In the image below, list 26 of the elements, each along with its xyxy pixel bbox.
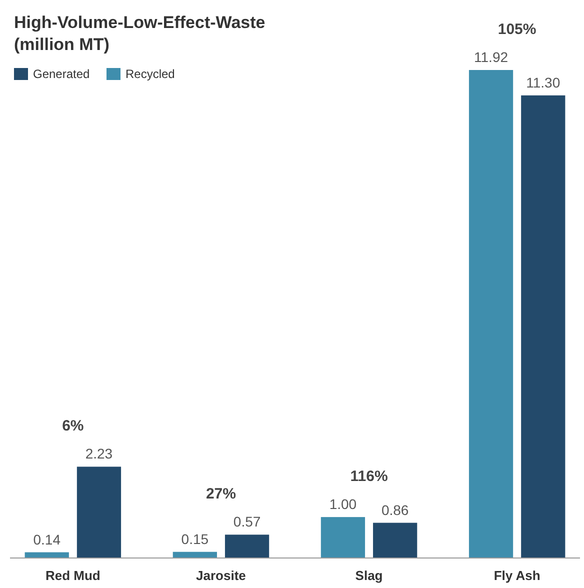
data-label: 0.86 — [381, 502, 409, 518]
text: 105% — [498, 21, 536, 38]
legend-label: Generated — [33, 67, 90, 81]
bar — [373, 522, 418, 558]
bar — [320, 517, 366, 558]
data-label: 2.23 — [85, 446, 113, 462]
bar — [521, 95, 566, 558]
data-label: 0.57 — [233, 514, 261, 530]
chart-title: High-Volume-Low-Effect-Waste — [14, 13, 266, 32]
data-label: 0.14 — [33, 531, 61, 548]
data-label: 0.15 — [181, 530, 209, 547]
x-tick-label: Fly Ash — [494, 568, 540, 583]
annotation: 27% — [206, 486, 236, 503]
x-tick-label: Red Mud — [45, 568, 100, 583]
bar — [224, 534, 270, 558]
data-label: 1.00 — [329, 496, 357, 512]
bar — [468, 70, 514, 558]
data-label: 11.30 — [526, 74, 560, 90]
x-tick-label: Jarosite — [196, 568, 246, 583]
legend-label: Recycled — [126, 67, 175, 81]
annotation: 6% — [62, 418, 84, 435]
data-label: 11.92 — [474, 49, 508, 65]
bar — [76, 466, 122, 558]
chart-subtitle: (million MT) — [14, 35, 110, 54]
annotation: 116% — [350, 468, 388, 486]
x-tick-label: Slag — [355, 568, 383, 583]
